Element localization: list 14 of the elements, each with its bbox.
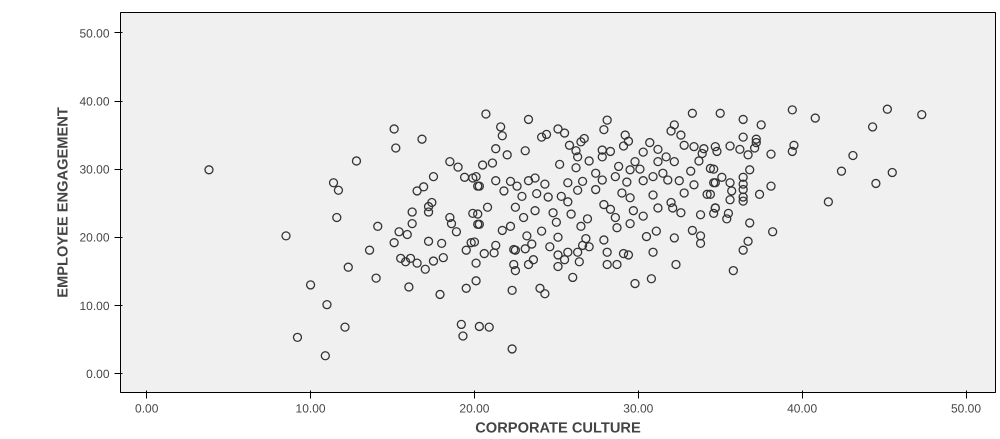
y-tick-label: 10.00 bbox=[79, 298, 110, 313]
x-tick-label: 30.00 bbox=[623, 402, 654, 416]
x-tick-label: 20.00 bbox=[459, 402, 490, 416]
y-axis-title: EMPLOYEE ENGAGEMENT bbox=[55, 107, 72, 298]
x-tick-label: 50.00 bbox=[950, 402, 982, 416]
y-tick-label: 20.00 bbox=[79, 230, 110, 245]
y-tick-label: 50.00 bbox=[79, 26, 110, 40]
x-tick-label: 40.00 bbox=[787, 402, 818, 416]
x-axis-title: CORPORATE CULTURE bbox=[475, 420, 641, 436]
x-tick-label: 10.00 bbox=[296, 402, 326, 416]
x-tick-label: 0.00 bbox=[135, 402, 159, 416]
y-tick-label: 30.00 bbox=[79, 162, 110, 177]
y-tick-label: 0.00 bbox=[86, 366, 110, 381]
y-tick-label: 40.00 bbox=[79, 94, 110, 109]
